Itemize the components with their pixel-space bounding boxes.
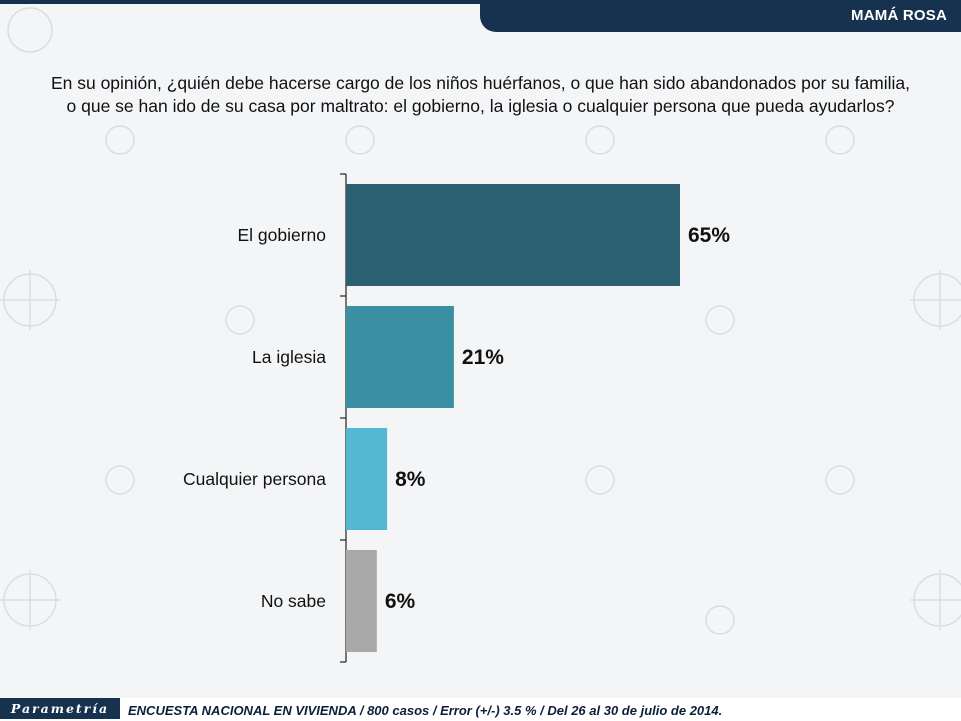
value-label: 8%	[395, 468, 426, 491]
question-line-2: o que se han ido de su casa por maltrato…	[66, 96, 895, 116]
category-label: No sabe	[261, 591, 326, 611]
footer-bar	[0, 698, 961, 721]
bar-2	[346, 428, 388, 530]
value-label: 21%	[462, 346, 504, 369]
survey-question: En su opinión, ¿quién debe hacerse cargo…	[20, 72, 941, 118]
category-label: La iglesia	[252, 347, 326, 367]
bar-1	[346, 306, 454, 408]
footer-source: ENCUESTA NACIONAL EN VIVIENDA / 800 caso…	[128, 703, 723, 718]
header-title: MAMÁ ROSA	[851, 7, 947, 24]
value-label: 6%	[385, 590, 416, 613]
question-line-1: En su opinión, ¿quién debe hacerse cargo…	[50, 73, 911, 93]
bar-0	[346, 184, 680, 286]
footer-logo: Parametría	[0, 698, 120, 719]
bar-3	[346, 550, 377, 652]
header-bar: MAMÁ ROSA	[480, 0, 961, 32]
category-label: Cualquier persona	[183, 469, 326, 489]
category-label: El gobierno	[237, 225, 326, 245]
value-label: 65%	[688, 224, 730, 247]
